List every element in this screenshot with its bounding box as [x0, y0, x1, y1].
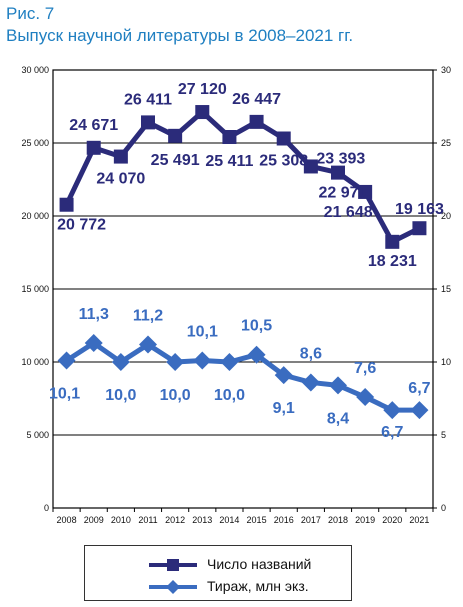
- data-point-titles: [276, 131, 291, 146]
- data-label-titles: 20 772: [57, 217, 106, 234]
- data-point-print: [193, 351, 212, 370]
- data-label-print: 10,0: [105, 387, 136, 404]
- data-label-titles: 26 411: [124, 91, 172, 108]
- y-left-tick-label: 5 000: [26, 430, 49, 440]
- data-label-print: 10,0: [160, 387, 191, 404]
- data-label-print: 9,1: [273, 400, 295, 417]
- data-point-print: [57, 351, 76, 370]
- data-point-print: [383, 401, 402, 420]
- y-right-tick-label: 30: [441, 65, 451, 75]
- data-label-print: 7,6: [354, 360, 376, 377]
- data-point-print: [139, 335, 157, 354]
- data-label-titles: 18 231: [368, 253, 417, 270]
- y-left-tick-label: 20 000: [21, 211, 49, 221]
- x-tick-label: 2018: [328, 515, 348, 525]
- data-label-titles: 25 491: [151, 152, 200, 169]
- diamond-marker-icon: [149, 580, 197, 594]
- data-label-print: 6,7: [408, 380, 430, 397]
- data-label-titles: 21 648: [324, 204, 373, 221]
- y-left-tick-label: 10 000: [21, 357, 49, 367]
- x-tick-label: 2019: [355, 515, 375, 525]
- x-tick-label: 2013: [192, 515, 212, 525]
- data-label-titles: 26 447: [232, 91, 281, 108]
- data-point-titles: [141, 115, 155, 130]
- x-tick-label: 2020: [382, 515, 402, 525]
- data-label-titles: 25 411: [205, 153, 253, 170]
- data-point-print: [329, 376, 347, 395]
- data-label-titles: 24 070: [96, 171, 145, 188]
- legend-label-print: Тираж, млн экз.: [207, 578, 309, 594]
- data-point-print: [247, 345, 266, 364]
- data-label-print: 6,7: [381, 424, 403, 441]
- data-point-print: [410, 401, 429, 420]
- data-label-titles: 24 671: [69, 117, 118, 134]
- data-point-titles: [358, 184, 373, 199]
- data-point-titles: [222, 129, 237, 144]
- data-point-titles: [168, 128, 183, 143]
- legend-item-titles: Число названий: [85, 554, 351, 576]
- figure-label: Рис. 7: [6, 4, 55, 23]
- data-label-print: 11,3: [79, 306, 109, 323]
- figure-title: Выпуск научной литературы в 2008–2021 гг…: [6, 26, 354, 45]
- x-tick-label: 2017: [301, 515, 321, 525]
- x-tick-label: 2021: [409, 515, 429, 525]
- x-tick-label: 2012: [165, 515, 185, 525]
- data-label-print: 10,5: [241, 318, 272, 335]
- data-label-print: 10,1: [49, 386, 80, 403]
- y-right-tick-label: 20: [441, 211, 451, 221]
- data-point-print: [356, 388, 375, 407]
- x-tick-label: 2011: [138, 515, 157, 525]
- data-point-print: [166, 353, 185, 371]
- x-tick-label: 2008: [57, 515, 77, 525]
- square-marker-icon: [149, 559, 197, 571]
- line-chart: 0 0 5 000 5 10 000 10 15 000 15 20 000 20 25 000 25…: [21, 65, 451, 525]
- data-point-titles: [195, 105, 210, 120]
- data-point-titles: [412, 221, 427, 236]
- data-label-print: 10,1: [187, 324, 218, 341]
- data-point-titles: [331, 165, 345, 180]
- data-point-titles: [303, 159, 318, 174]
- y-left-tick-label: 0: [44, 503, 49, 513]
- data-point-print: [111, 353, 130, 371]
- data-point-titles: [59, 197, 74, 212]
- x-tick-label: 2010: [111, 515, 131, 525]
- data-point-titles: [86, 140, 101, 155]
- data-label-titles: 23 393: [316, 150, 365, 167]
- data-label-print: 8,4: [327, 410, 349, 427]
- chart-legend: Число названий Тираж, млн экз.: [84, 545, 352, 601]
- data-label-titles: 22 971: [319, 185, 368, 202]
- y-left-tick-label: 15 000: [21, 284, 49, 294]
- y-right-tick-label: 25: [441, 138, 451, 148]
- y-right-tick-label: 15: [441, 284, 451, 294]
- data-point-titles: [249, 114, 264, 129]
- data-label-print: 8,6: [300, 345, 322, 362]
- y-right-tick-label: 10: [441, 357, 451, 367]
- data-point-print: [220, 353, 239, 371]
- legend-item-print: Тираж, млн экз.: [85, 576, 351, 598]
- x-tick-label: 2009: [84, 515, 104, 525]
- data-point-titles: [113, 149, 128, 164]
- legend-label-titles: Число названий: [207, 556, 312, 572]
- data-point-print: [84, 334, 103, 353]
- y-left-tick-label: 25 000: [21, 138, 49, 148]
- y-right-tick-label: 0: [441, 503, 446, 513]
- data-label-titles: 19 163: [395, 201, 444, 218]
- x-tick-label: 2014: [219, 515, 239, 525]
- data-point-print: [301, 373, 320, 392]
- data-label-print: 10,0: [214, 387, 245, 404]
- x-tick-label: 2016: [274, 515, 294, 525]
- data-point-titles: [385, 234, 400, 249]
- y-right-tick-label: 5: [441, 430, 446, 440]
- data-label-titles: 27 120: [178, 81, 227, 98]
- data-label-titles: 25 308: [259, 153, 308, 170]
- x-tick-label: 2015: [247, 515, 267, 525]
- data-label-print: 11,2: [133, 307, 163, 324]
- data-point-print: [274, 366, 293, 385]
- y-left-tick-label: 30 000: [21, 65, 49, 75]
